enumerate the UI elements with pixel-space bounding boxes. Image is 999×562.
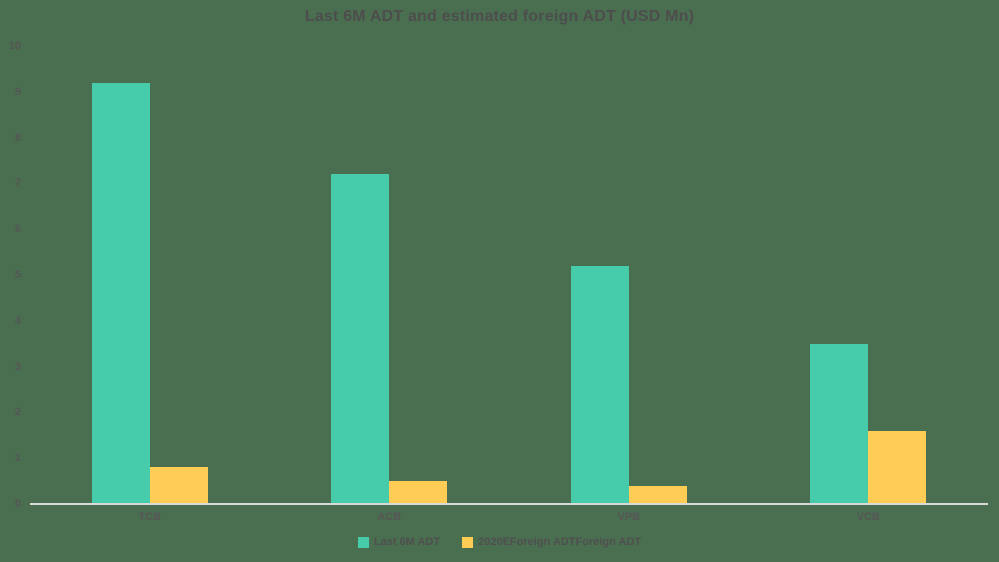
y-axis-tick-label: 6	[14, 223, 21, 236]
x-axis-tick-label: VPB	[617, 511, 641, 523]
bar-tcb-series-2	[149, 467, 208, 504]
y-axis-tick-label: 7	[14, 177, 21, 190]
bar-vcb-series-1	[810, 343, 869, 504]
legend-label: 2020EForeign ADTForeign ADT	[478, 536, 642, 548]
legend-swatch-icon	[462, 536, 474, 548]
legend-label: Last 6M ADT	[373, 536, 441, 548]
legend: Last 6M ADT 2020EForeign ADTForeign ADT	[0, 536, 999, 548]
bar-tcb-series-1	[91, 82, 150, 504]
y-axis-tick-label: 9	[14, 85, 21, 98]
legend-swatch-icon	[357, 536, 369, 548]
y-axis-tick-label: 1	[14, 452, 21, 465]
bar-vpb-series-2	[628, 485, 687, 504]
y-axis-tick-label: 2	[14, 406, 21, 419]
legend-item-series-2: 2020EForeign ADTForeign ADT	[462, 536, 641, 548]
bar-vpb-series-1	[570, 265, 629, 504]
bar-acb-series-2	[389, 481, 448, 504]
legend-item-series-1: Last 6M ADT	[357, 536, 441, 548]
y-axis-tick-label: 8	[14, 131, 21, 144]
y-axis-tick-label: 3	[14, 360, 21, 373]
bar-acb-series-1	[331, 174, 390, 504]
x-axis-tick-label: VCB	[856, 511, 880, 523]
x-axis-tick-label: ACB	[377, 511, 402, 523]
x-axis-tick-label: TCB	[138, 511, 162, 523]
y-axis-tick-label: 0	[14, 498, 21, 510]
y-axis-tick-label: 10	[8, 40, 21, 52]
x-axis-line	[30, 503, 988, 505]
bar-vcb-series-2	[868, 430, 927, 504]
y-axis-tick-label: 5	[14, 269, 21, 281]
chart-title: Last 6M ADT and estimated foreign ADT (U…	[304, 8, 695, 25]
y-axis-tick-label: 4	[14, 314, 21, 327]
